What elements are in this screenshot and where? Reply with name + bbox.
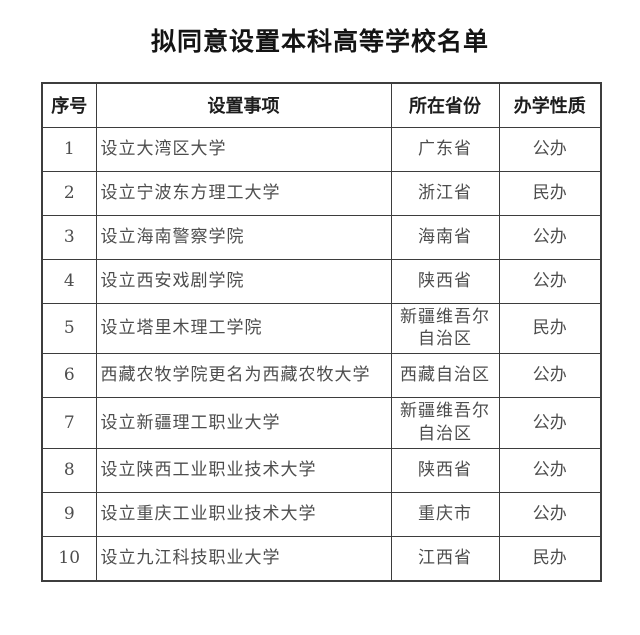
table-row: 4 设立西安戏剧学院 陕西省 公办: [41, 258, 602, 304]
row-province: 陕西省: [390, 448, 500, 494]
province-text: 陕西省: [418, 270, 472, 291]
province-text: 江西省: [418, 548, 472, 569]
province-text: 陕西省: [418, 460, 472, 481]
row-nature: 公办: [498, 448, 602, 494]
table-row: 10 设立九江科技职业大学 江西省 民办: [41, 536, 602, 582]
page-title: 拟同意设置本科高等学校名单: [150, 27, 489, 56]
header-province: 所在省份: [390, 82, 500, 128]
table-body: 1 设立大湾区大学 广东省 公办 2 设立宁波东方理工大学 浙江省 民办 3 设…: [41, 126, 602, 582]
row-nature: 民办: [498, 302, 602, 355]
row-province: 江西省: [390, 536, 500, 582]
province-text: 海南省: [418, 226, 472, 247]
row-no: 5: [41, 302, 97, 355]
header-row: 序号 设置事项 所在省份 办学性质: [41, 82, 602, 128]
table-row: 2 设立宁波东方理工大学 浙江省 民办: [41, 170, 602, 216]
row-item: 设立海南警察学院: [95, 214, 392, 260]
row-province: 浙江省: [390, 170, 500, 216]
row-item: 设立大湾区大学: [95, 126, 392, 172]
school-list-table: 序号 设置事项 所在省份 办学性质 1 设立大湾区大学 广东省 公办 2 设立宁…: [41, 82, 602, 582]
row-item: 设立宁波东方理工大学: [95, 170, 392, 216]
province-text: 西藏自治区: [400, 365, 490, 386]
row-no: 10: [41, 536, 97, 582]
row-nature: 民办: [498, 170, 602, 216]
header-no: 序号: [41, 82, 97, 128]
row-item: 设立重庆工业职业技术大学: [95, 492, 392, 538]
header-nature: 办学性质: [498, 82, 602, 128]
province-text: 重庆市: [418, 504, 472, 525]
table-row: 1 设立大湾区大学 广东省 公办: [41, 126, 602, 172]
table-row: 5 设立塔里木理工学院 新疆维吾尔自治区 民办: [41, 302, 602, 355]
table-row: 3 设立海南警察学院 海南省 公办: [41, 214, 602, 260]
row-province: 西藏自治区: [390, 353, 500, 399]
row-item: 设立陕西工业职业技术大学: [95, 448, 392, 494]
row-province: 广东省: [390, 126, 500, 172]
table-row: 7 设立新疆理工职业大学 新疆维吾尔自治区 公办: [41, 397, 602, 450]
row-no: 9: [41, 492, 97, 538]
row-nature: 公办: [498, 492, 602, 538]
row-item: 设立九江科技职业大学: [95, 536, 392, 582]
row-province: 新疆维吾尔自治区: [390, 397, 500, 450]
table-row: 8 设立陕西工业职业技术大学 陕西省 公办: [41, 448, 602, 494]
row-no: 1: [41, 126, 97, 172]
table-row: 9 设立重庆工业职业技术大学 重庆市 公办: [41, 492, 602, 538]
row-no: 3: [41, 214, 97, 260]
row-province: 重庆市: [390, 492, 500, 538]
row-item: 设立新疆理工职业大学: [95, 397, 392, 450]
row-no: 6: [41, 353, 97, 399]
table-row: 6 西藏农牧学院更名为西藏农牧大学 西藏自治区 公办: [41, 353, 602, 399]
row-province: 海南省: [390, 214, 500, 260]
header-item: 设置事项: [95, 82, 392, 128]
table-header: 序号 设置事项 所在省份 办学性质: [41, 82, 602, 128]
row-nature: 公办: [498, 258, 602, 304]
province-text: 新疆维吾尔自治区: [400, 306, 490, 350]
row-item: 西藏农牧学院更名为西藏农牧大学: [95, 353, 392, 399]
row-nature: 民办: [498, 536, 602, 582]
row-no: 2: [41, 170, 97, 216]
province-text: 新疆维吾尔自治区: [400, 401, 490, 445]
row-item: 设立西安戏剧学院: [95, 258, 392, 304]
row-no: 8: [41, 448, 97, 494]
row-nature: 公办: [498, 126, 602, 172]
row-item: 设立塔里木理工学院: [95, 302, 392, 355]
province-text: 浙江省: [418, 182, 472, 203]
row-nature: 公办: [498, 214, 602, 260]
row-no: 4: [41, 258, 97, 304]
row-no: 7: [41, 397, 97, 450]
row-province: 陕西省: [390, 258, 500, 304]
province-text: 广东省: [418, 138, 472, 159]
row-province: 新疆维吾尔自治区: [390, 302, 500, 355]
row-nature: 公办: [498, 353, 602, 399]
row-nature: 公办: [498, 397, 602, 450]
